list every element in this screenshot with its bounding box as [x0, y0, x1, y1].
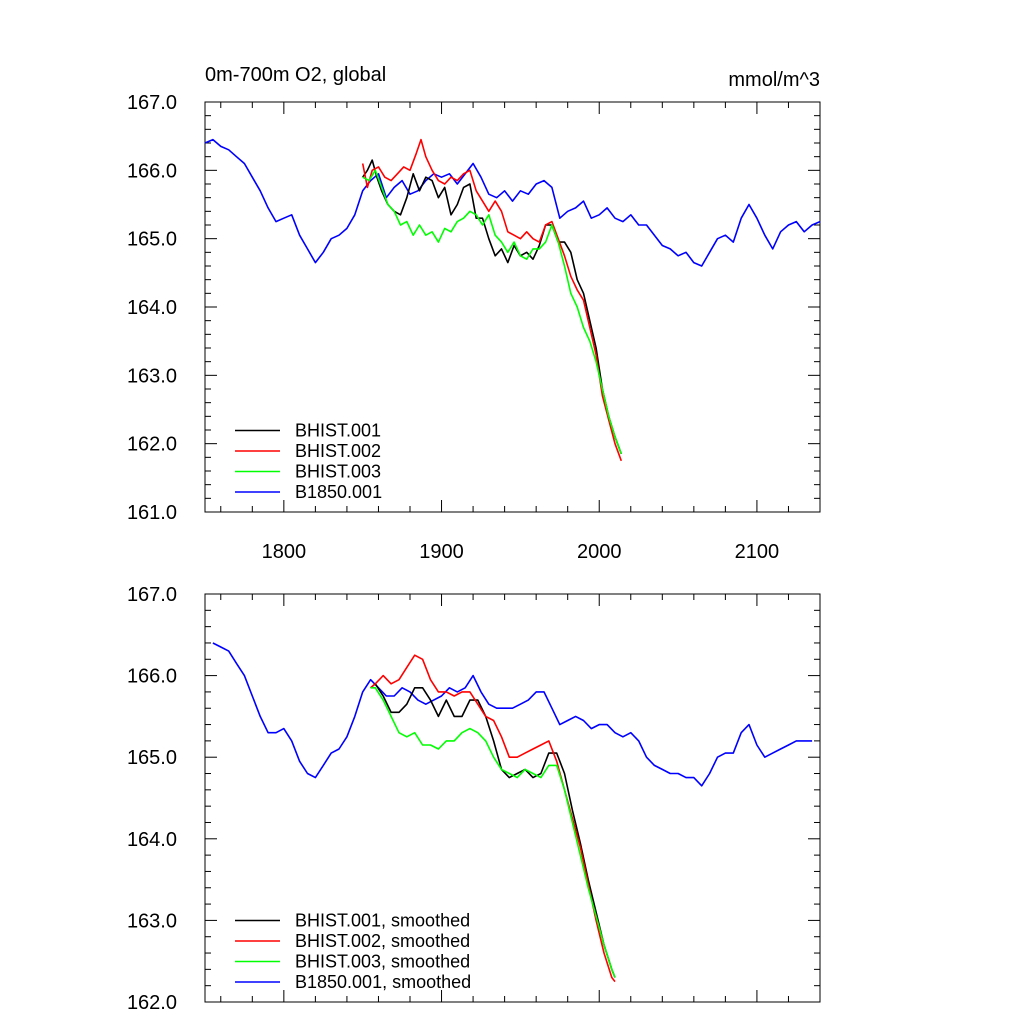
legend-label: B1850.001	[295, 482, 382, 502]
y-tick-label: 164.0	[127, 829, 177, 851]
bottom-chart-panel: 162.0 163.0 164.0 165.0 166.0 167.0 BHIST.001,…	[127, 584, 821, 1014]
x-tick-label: 2000	[577, 541, 622, 563]
plot-frame	[204, 593, 821, 1003]
y-tick-label: 162.0	[127, 992, 177, 1014]
series-line-bhist-001-smoothed	[370, 682, 616, 978]
series-group	[212, 642, 813, 983]
series-line-b1850-001-smoothed	[212, 642, 813, 787]
y-tick-label: 166.0	[127, 666, 177, 688]
y-tick-label: 164.0	[127, 297, 177, 319]
y-tick-label: 162.0	[127, 434, 177, 456]
x-tick-label: 2100	[735, 541, 780, 563]
series-line-bhist-003-smoothed	[370, 686, 616, 978]
series-line-bhist-002	[361, 138, 623, 462]
series-line-bhist-001	[362, 159, 623, 455]
y-tick-label: 165.0	[127, 747, 177, 769]
legend-label: BHIST.003	[295, 462, 381, 482]
x-tick-label: 1900	[419, 541, 464, 563]
legend-label: BHIST.001, smoothed	[295, 911, 470, 931]
chart-units-label: mmol/m^3	[728, 69, 820, 91]
y-tick-label: 163.0	[127, 365, 177, 387]
legend-label: BHIST.002	[295, 441, 381, 461]
y-tick-label: 163.0	[127, 910, 177, 932]
series-line-b1850-001	[205, 138, 820, 267]
y-tick-label: 167.0	[127, 584, 177, 606]
chart-title: 0m-700m O2, global	[205, 64, 386, 86]
y-tick-label: 166.0	[127, 160, 177, 182]
legend-label: BHIST.002, smoothed	[295, 931, 470, 951]
series-line-bhist-003	[362, 169, 623, 455]
top-chart-panel: 0m-700m O2, global mmol/m^3 161.0 162.0 16…	[127, 64, 821, 563]
legend-label: BHIST.001	[295, 421, 381, 441]
series-group	[205, 138, 820, 462]
y-tick-label: 167.0	[127, 92, 177, 114]
x-tick-label: 1800	[262, 541, 307, 563]
legend-label: B1850.001, smoothed	[295, 972, 471, 992]
legend-label: BHIST.003, smoothed	[295, 952, 470, 972]
series-line-bhist-002-smoothed	[370, 654, 616, 983]
y-tick-label: 161.0	[127, 502, 177, 524]
y-tick-label: 165.0	[127, 229, 177, 251]
